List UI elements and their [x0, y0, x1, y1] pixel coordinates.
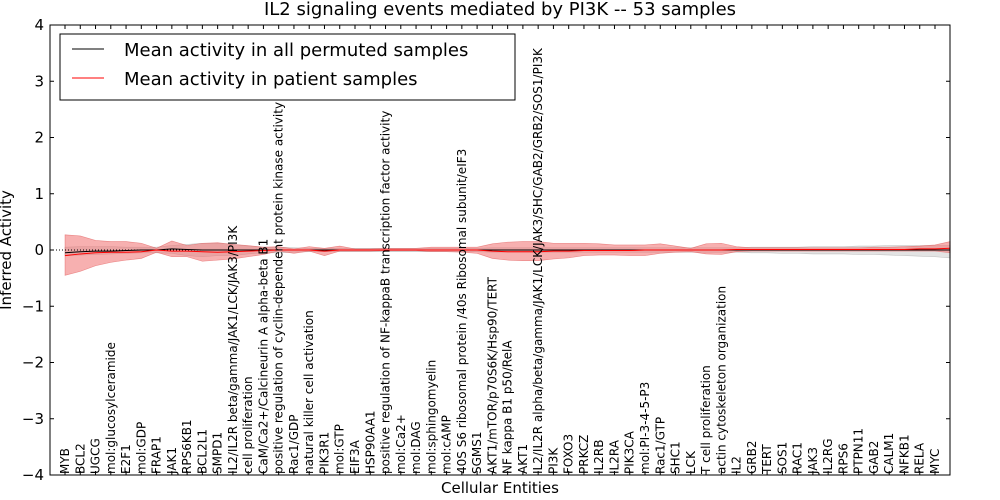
- x-tick-label: SMPD1: [211, 432, 225, 474]
- x-tick-label: T cell proliferation: [699, 365, 713, 475]
- x-tick-label: UGCG: [89, 438, 103, 474]
- x-tick-label: BCL2: [73, 443, 87, 474]
- x-tick-label: HSP90AA1: [363, 410, 377, 474]
- x-tick-label: PIK3R1: [317, 432, 331, 474]
- y-tick-label: −4: [22, 466, 44, 484]
- y-tick-label: 4: [34, 16, 44, 34]
- x-tick-label: SHC1: [669, 441, 683, 474]
- x-tick-label: RAC1: [791, 442, 805, 474]
- x-tick-label: mol:Ca2+: [394, 414, 408, 474]
- y-tick-label: 0: [34, 241, 44, 259]
- x-tick-label: mol:glucosylceramide: [104, 342, 118, 474]
- x-tick-label: RPS6: [836, 443, 850, 474]
- legend-frame: [59, 33, 516, 101]
- x-tick-label: AKT1: [516, 444, 530, 474]
- x-tick-label: JAK1: [165, 447, 179, 475]
- x-tick-label: IL2RB: [592, 440, 606, 474]
- x-tick-label: SOS1: [775, 442, 789, 474]
- x-tick-label: AKT1/mTOR/p70S6K/Hsp90/TERT: [485, 276, 499, 474]
- x-tick-label: mol:cAMP: [440, 415, 454, 474]
- legend-label-patient: Mean activity in patient samples: [124, 69, 418, 90]
- x-tick-label: IL2RG: [821, 439, 835, 475]
- x-tick-label: NFKB1: [897, 434, 911, 474]
- x-tick-label: GAB2: [867, 441, 881, 474]
- x-tick-label: LCK: [684, 450, 698, 474]
- x-tick-label: 40S S6 ribosomal protein /40s Ribosomal …: [455, 149, 469, 474]
- x-tick-label: TERT: [760, 444, 774, 475]
- x-tick-label: IL2: [730, 456, 744, 474]
- plot-area: −4 −3 −2 −1 0 1 2 3 4 MYB BCL2 UGCG mol:glucosylcera…: [22, 16, 951, 484]
- x-tick-label: JAK3: [806, 447, 820, 475]
- x-tick-label: MYB: [58, 448, 72, 474]
- x-tick-label: CaM/Ca2+/Calcineurin A alpha-beta B1: [256, 239, 270, 474]
- x-tick-label: PTPN11: [852, 428, 866, 474]
- x-tick-label: positive regulation of cyclin-dependent …: [272, 102, 286, 474]
- x-tick-label: IL2/IL2R alpha/beta/gamma/JAK1/LCK/JAK3/…: [531, 47, 545, 474]
- x-tick-label: EIF3A: [348, 439, 362, 474]
- x-tick-label: natural killer cell activation: [302, 310, 316, 474]
- x-tick-label: IL2/IL2R beta/gamma/JAK1/LCK/JAK3/PI3K: [226, 225, 240, 474]
- x-tick-label: cell proliferation: [241, 376, 255, 474]
- x-tick-label: MYC: [928, 449, 942, 474]
- x-tick-label: PI3K: [546, 447, 560, 474]
- x-tick-label: actin cytoskeleton organization: [714, 286, 728, 474]
- y-tick-label: −1: [22, 297, 44, 315]
- confidence-band-patient: [64, 234, 951, 276]
- x-tick-label: BCL2L1: [195, 429, 209, 474]
- chart-title: IL2 signaling events mediated by PI3K --…: [264, 0, 736, 20]
- x-axis-label: Cellular Entities: [441, 479, 559, 497]
- y-tick-label: 1: [34, 185, 44, 203]
- x-tick-label: PIK3CA: [623, 430, 637, 474]
- y-tick-label: 2: [34, 129, 44, 147]
- x-tick-label: SGMS1: [470, 431, 484, 474]
- x-tick-label: PRKCZ: [577, 435, 591, 474]
- y-tick-label: 3: [34, 72, 44, 90]
- x-tick-label: FOXO3: [562, 434, 576, 474]
- x-tick-label: mol:sphingomyelin: [424, 360, 438, 474]
- x-tick-label: CALM1: [882, 433, 896, 474]
- x-tick-label: IL2RA: [607, 439, 621, 474]
- x-tick-label: Rac1/GDP: [287, 415, 301, 474]
- legend-label-permuted: Mean activity in all permuted samples: [124, 40, 468, 61]
- x-tick-label: E2F1: [119, 444, 133, 474]
- y-tick-label: −2: [22, 354, 44, 372]
- y-tick-label: −3: [22, 410, 44, 428]
- x-tick-label: mol:GDP: [134, 422, 148, 474]
- x-tick-label: mol:PI-3-4-5-P3: [638, 382, 652, 474]
- x-tick-label: RPS6KB1: [180, 419, 194, 474]
- x-tick-label: mol:DAG: [409, 421, 423, 474]
- x-tick-label: mol:GTP: [333, 424, 347, 474]
- x-tick-label: RELA: [913, 442, 927, 474]
- legend: Mean activity in all permuted samples Me…: [59, 33, 516, 101]
- x-tick-label: GRB2: [745, 440, 759, 474]
- x-tick-label: Rac1/GTP: [653, 417, 667, 474]
- x-tick-label: positive regulation of NF-kappaB transcr…: [379, 111, 393, 474]
- x-tick-label: FRAP1: [150, 436, 164, 474]
- x-tick-label: NF kappa B1 p50/RelA: [501, 340, 515, 474]
- y-axis-label: Inferred Activity: [0, 190, 15, 310]
